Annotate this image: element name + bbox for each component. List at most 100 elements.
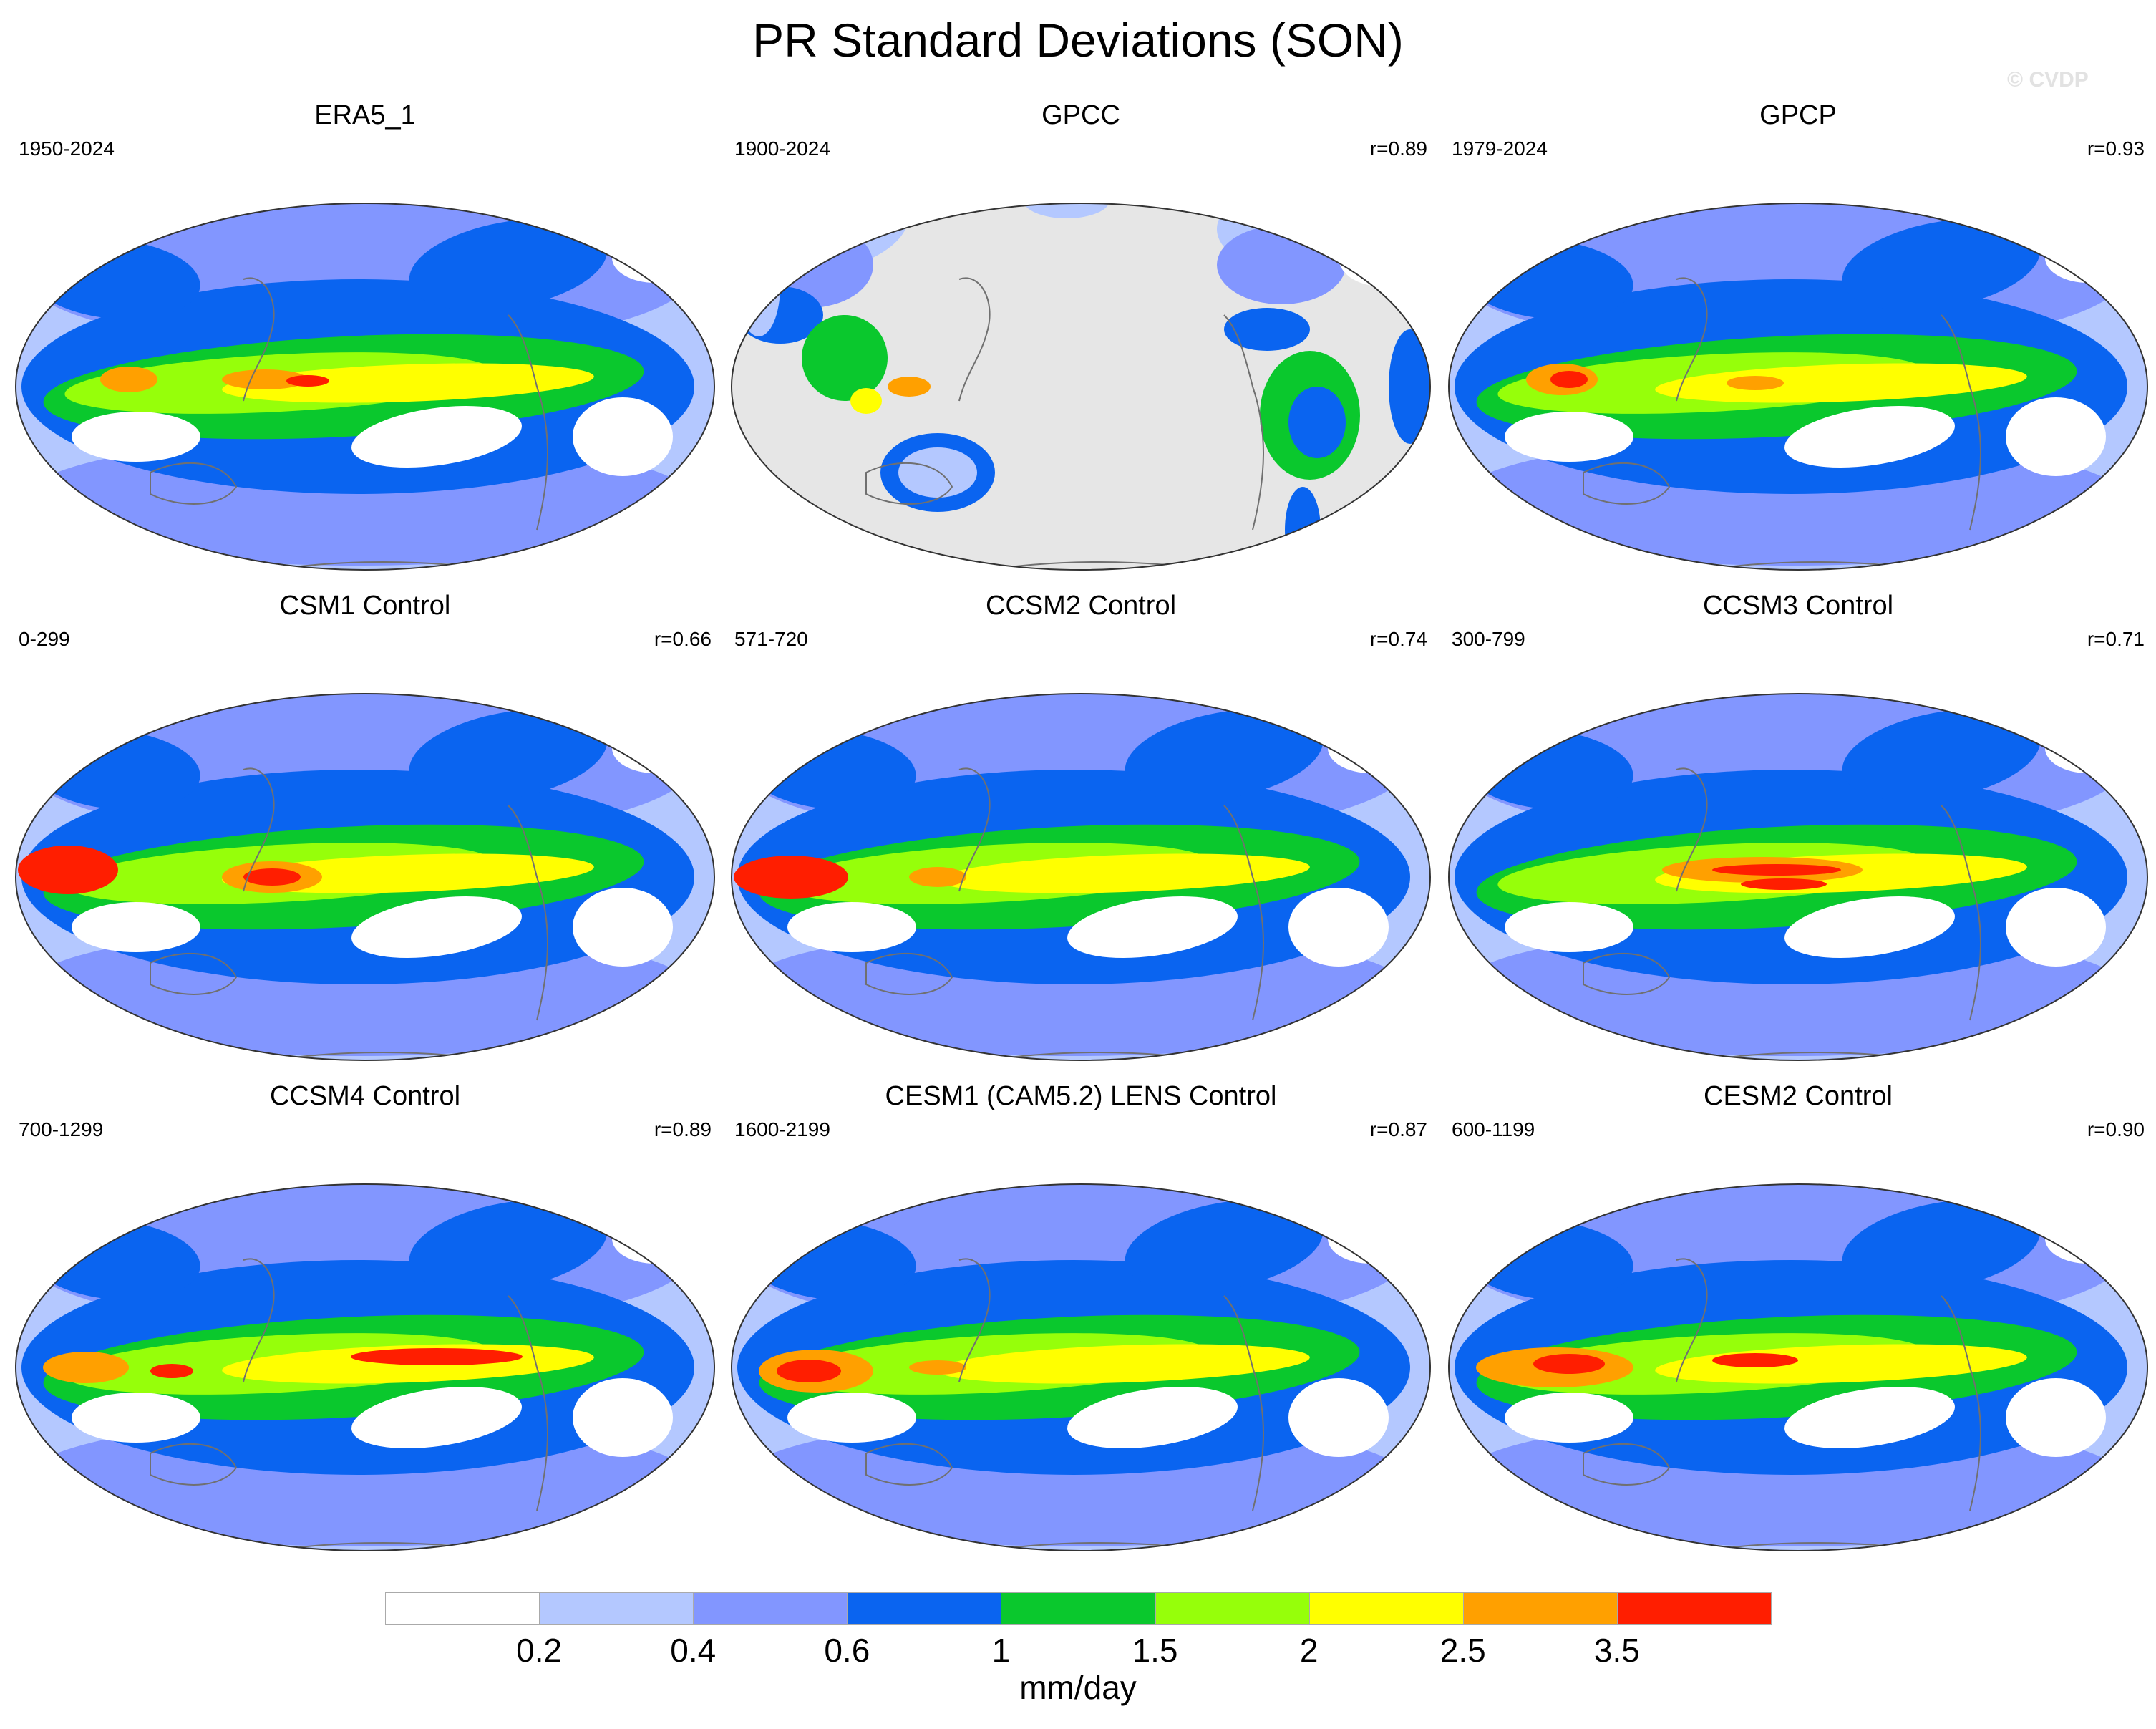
coastline <box>1941 1295 1981 1511</box>
precip-core <box>351 1348 523 1365</box>
watermark: © CVDP <box>2007 68 2089 92</box>
subtropical-dry-south-pacific <box>351 896 522 958</box>
coastline <box>1941 805 1981 1021</box>
panel-years: 571-720 <box>734 628 808 650</box>
dry-north-east <box>612 1214 698 1264</box>
subtropical-dry-indian <box>787 902 916 952</box>
map-panel: CCSM3 Control 300-799 r=0.71 <box>1440 591 2156 1063</box>
dry-north <box>32 218 111 268</box>
map-outline <box>15 1183 715 1551</box>
map-svg <box>731 203 1431 571</box>
panel-years: 1979-2024 <box>1452 137 1548 160</box>
coastline <box>508 1295 548 1511</box>
dry-north <box>1465 709 1544 759</box>
panel-title: CCSM3 Control <box>1702 591 1894 621</box>
colorbar-tick-label: 2 <box>1299 1632 1319 1669</box>
subtropical-dry-south-atlantic <box>2006 1378 2106 1457</box>
subtropical-dry-south-atlantic <box>1288 1378 1389 1457</box>
panel-title: CESM1 (CAM5.2) LENS Control <box>885 1081 1277 1111</box>
subtropical-dry-south-atlantic <box>1288 888 1389 967</box>
panel-correlation: r=0.89 <box>1369 137 1427 160</box>
colorbar-tick-label: 0.4 <box>670 1632 717 1669</box>
land-precip <box>888 377 931 397</box>
coastline <box>865 462 953 505</box>
dry-north-east <box>2045 233 2131 283</box>
map-panel: ERA5_1 1950-2024 <box>7 100 723 573</box>
coastline <box>1583 462 1671 505</box>
panel-title: CCSM4 Control <box>269 1081 461 1111</box>
panel-years: 1950-2024 <box>19 137 115 160</box>
subtropical-dry-indian <box>787 1393 916 1443</box>
map-panel: GPCP 1979-2024 r=0.93 <box>1440 100 2156 573</box>
precip-core <box>1712 864 1841 876</box>
subtropical-dry-south-atlantic <box>2006 888 2106 967</box>
colorbar-tick-label: 1.5 <box>1132 1632 1178 1669</box>
colorbar-segment <box>1001 1592 1156 1625</box>
precip-core <box>222 369 308 389</box>
colorbar-segment <box>1155 1592 1310 1625</box>
panel-years: 700-1299 <box>19 1118 104 1140</box>
colorbar <box>385 1592 1772 1627</box>
north-pacific-storm-track <box>1842 219 2041 311</box>
coastline <box>1223 314 1264 531</box>
dry-north <box>32 709 111 759</box>
map-field <box>732 1184 1430 1551</box>
land-precip <box>1389 329 1430 444</box>
land-precip <box>737 236 780 336</box>
map-svg <box>1448 693 2148 1061</box>
map-outline <box>1448 203 2148 571</box>
map-field <box>1449 694 2147 1060</box>
map-panel: CSM1 Control 0-299 r=0.66 <box>7 591 723 1063</box>
map-outline <box>731 1183 1431 1551</box>
land-precip <box>1024 203 1109 218</box>
north-pacific-storm-track <box>1125 1200 1324 1292</box>
coastline <box>1676 1258 1708 1382</box>
precip-core <box>286 375 329 387</box>
coastline <box>150 462 238 505</box>
dry-north-east <box>612 233 698 283</box>
dry-north <box>748 1199 827 1249</box>
north-pacific-storm-track <box>409 1200 608 1292</box>
panel-years: 1900-2024 <box>734 137 830 160</box>
coastline <box>958 1258 991 1382</box>
subtropical-dry-south-pacific <box>1784 406 1955 468</box>
coastline <box>1223 1295 1264 1511</box>
subtropical-dry-south-pacific <box>1784 1387 1955 1448</box>
itcz-yellow <box>1655 363 2027 403</box>
map-svg <box>1448 203 2148 571</box>
map-field <box>16 694 714 1060</box>
land-precip <box>802 315 888 401</box>
colorbar-segment <box>1462 1592 1618 1625</box>
precip-core <box>909 867 966 887</box>
coastline <box>508 805 548 1021</box>
coastline <box>1583 952 1671 995</box>
coastline <box>865 1443 953 1486</box>
itcz-yellow <box>938 1344 1310 1384</box>
map-panel: CESM1 (CAM5.2) LENS Control 1600-2199 r=0.… <box>723 1081 1439 1554</box>
subtropical-dry-south-pacific <box>1784 896 1955 958</box>
colorbar-tick-label: 0.2 <box>516 1632 563 1669</box>
panel-title: CESM2 Control <box>1704 1081 1893 1111</box>
precip-core <box>1741 878 1827 890</box>
colorbar-segment <box>1616 1592 1772 1625</box>
map-panel: CCSM2 Control 571-720 r=0.74 <box>723 591 1439 1063</box>
colorbar-unit-label: mm/day <box>1019 1669 1137 1706</box>
figure-title: PR Standard Deviations (SON) <box>752 14 1404 67</box>
map-svg <box>15 1183 715 1551</box>
panel-years: 600-1199 <box>1452 1118 1535 1140</box>
dry-north-east <box>2045 1214 2131 1264</box>
panel-correlation: r=0.71 <box>2087 628 2145 650</box>
land-precip <box>850 388 882 414</box>
coastline <box>958 277 991 402</box>
precip-core <box>43 1352 129 1383</box>
panel-correlation: r=0.90 <box>2087 1118 2145 1140</box>
coastline <box>958 767 991 892</box>
subtropical-dry-south-pacific <box>1067 896 1238 958</box>
colorbar-tick-label: 2.5 <box>1439 1632 1486 1669</box>
subtropical-dry-south-atlantic <box>573 397 673 476</box>
coastline <box>1583 1443 1671 1486</box>
map-outline <box>15 203 715 571</box>
subtropical-dry-south-atlantic <box>573 888 673 967</box>
map-svg <box>1448 1183 2148 1551</box>
dry-north-east <box>612 723 698 773</box>
